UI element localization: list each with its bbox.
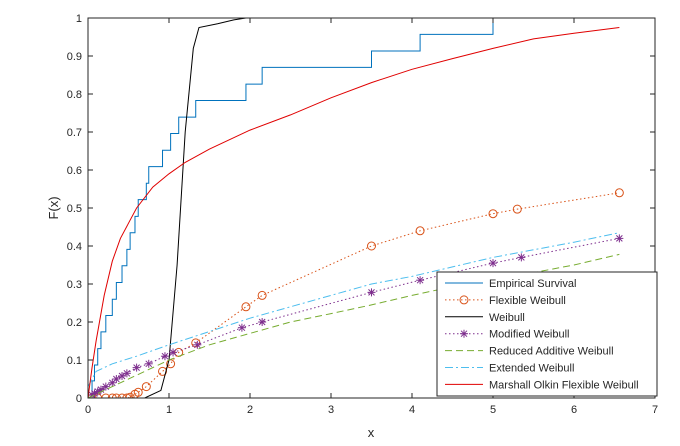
data-point — [160, 352, 169, 361]
x-tick-label: 1 — [166, 404, 172, 416]
data-point — [367, 288, 376, 297]
legend-item: Extended Weibull — [445, 363, 574, 375]
data-point — [122, 393, 132, 398]
x-axis-label: x — [368, 425, 375, 440]
legend-label: Modified Weibull — [489, 329, 570, 341]
x-tick-label: 3 — [328, 404, 334, 416]
series-empirical-survival — [88, 18, 620, 398]
data-point — [257, 290, 267, 300]
data-point — [488, 209, 498, 219]
series-line — [88, 232, 620, 387]
series-modified-weibull — [88, 234, 624, 398]
y-tick-label: 0 — [76, 393, 82, 405]
y-tick-label: 0.4 — [67, 241, 82, 253]
data-point — [133, 387, 143, 397]
data-point — [615, 234, 624, 243]
legend-item: Empirical Survival — [445, 278, 576, 290]
legend-label: Flexible Weibull — [489, 295, 566, 307]
legend-label: Marshall Olkin Flexible Weibull — [489, 379, 639, 391]
data-point — [193, 340, 202, 349]
data-point — [237, 323, 246, 332]
data-point — [122, 369, 131, 378]
legend: Empirical Survival Flexible Weibull Weibul… — [436, 271, 658, 397]
data-point — [125, 392, 135, 398]
data-point — [132, 363, 141, 372]
data-point — [112, 375, 121, 383]
data-point — [517, 253, 526, 262]
data-point — [459, 295, 469, 305]
x-tick-label: 2 — [247, 404, 253, 416]
x-tick-label: 6 — [571, 404, 577, 416]
series-weibull — [88, 18, 259, 398]
legend-item: Marshall Olkin Flexible Weibull — [445, 379, 639, 391]
series-line — [88, 18, 620, 398]
y-tick-label: 0.9 — [67, 51, 82, 63]
data-point — [111, 393, 121, 398]
data-point — [241, 302, 251, 312]
y-tick-label: 0.3 — [67, 279, 82, 291]
data-point — [614, 188, 624, 198]
data-point — [489, 259, 497, 268]
legend-label: Extended Weibull — [489, 363, 574, 375]
y-axis-label: F(x) — [46, 196, 61, 219]
data-point — [117, 393, 127, 398]
x-tick-label: 7 — [652, 404, 658, 416]
data-point — [460, 329, 468, 338]
data-point — [107, 393, 117, 398]
data-point — [101, 382, 110, 391]
x-tick-label: 0 — [85, 404, 91, 416]
legend-label: Weibull — [489, 312, 525, 324]
x-tick-label: 4 — [409, 404, 415, 416]
x-tick-label: 5 — [490, 404, 496, 416]
series-layer — [88, 18, 624, 398]
data-point — [512, 204, 522, 214]
data-point — [101, 393, 111, 398]
data-point — [258, 318, 267, 326]
data-point — [158, 366, 168, 376]
series-extended-weibull — [88, 232, 620, 387]
y-tick-label: 0.5 — [67, 203, 82, 215]
y-tick-label: 0.2 — [67, 317, 82, 329]
y-tick-label: 1 — [76, 13, 82, 25]
legend-label: Reduced Additive Weibull — [489, 346, 614, 358]
legend-item: Modified Weibull — [445, 329, 570, 341]
data-point — [169, 348, 178, 357]
legend-item: Reduced Additive Weibull — [445, 346, 614, 358]
data-point — [416, 276, 425, 285]
series-marshall-olkin-flexible-weibull — [88, 27, 620, 398]
legend-item: Weibull — [445, 312, 525, 324]
y-tick-label: 0.6 — [67, 165, 82, 177]
data-point — [144, 359, 153, 368]
series-line — [92, 192, 620, 398]
y-tick-label: 0.1 — [67, 355, 82, 367]
legend-label: Empirical Survival — [489, 278, 576, 290]
y-tick-label: 0.7 — [67, 127, 82, 139]
legend-item: Flexible Weibull — [445, 295, 566, 307]
y-tick-label: 0.8 — [67, 89, 82, 101]
series-line — [88, 18, 259, 398]
data-point — [141, 382, 151, 392]
series-line — [88, 27, 620, 398]
data-point — [367, 241, 376, 251]
series-flexible-weibull — [88, 188, 624, 398]
data-point — [415, 226, 425, 236]
